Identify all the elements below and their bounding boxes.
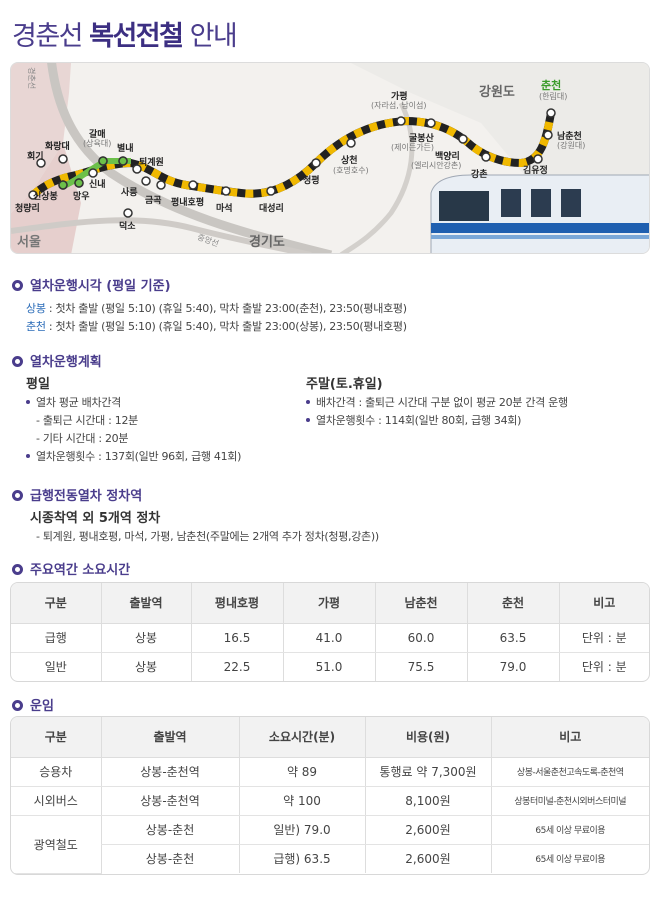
station-label: 퇴계원: [139, 158, 164, 168]
schedule-line-chuncheon: 춘천 : 첫차 출발 (평일 5:10) (휴일 5:40), 막차 출발 23…: [26, 320, 407, 333]
bullet-ring-icon: [12, 280, 23, 291]
station-label: 김유정: [523, 166, 548, 176]
fare-table: 구분 출발역 소요시간(분) 비용(원) 비고 승용차 상봉-춘천역 약 89 …: [10, 716, 650, 875]
station-label: 신내: [89, 180, 106, 190]
table-row: 시외버스 상봉-춘천역 약 100 8,100원 상봉터미널-춘천시외버스터미널: [11, 786, 649, 816]
station-label: 화랑대: [45, 142, 70, 152]
bullet-ring-icon: [12, 356, 23, 367]
section-heading-times: 주요역간 소요시간: [12, 559, 130, 578]
station-label: 대성리: [259, 204, 284, 214]
station-sub: (강원대): [557, 141, 586, 150]
station-label: 청량리: [15, 204, 40, 214]
schedule-line-sangbong: 상봉 : 첫차 출발 (평일 5:10) (휴일 5:40), 막차 출발 23…: [26, 302, 407, 315]
table-header: 가평: [282, 583, 375, 624]
table-row: 광역철도 상봉-춘천 일반) 79.0 2,600원 65세 이상 무료이용: [11, 815, 649, 874]
table-header: 비고: [490, 717, 649, 758]
section-heading-fare: 운임: [12, 695, 54, 714]
table-header: 출발역: [100, 717, 239, 758]
station-label: 금곡: [145, 196, 162, 206]
table-header: 춘천: [466, 583, 559, 624]
station-label: 상천: [341, 156, 358, 166]
station-label: 회기: [27, 152, 44, 162]
station-label: 마석: [216, 204, 233, 214]
table-header: 구분: [11, 583, 101, 624]
station-label: 춘천: [541, 79, 562, 92]
section-heading-express: 급행전동열차 정차역: [12, 485, 142, 504]
station-label: 망우: [73, 192, 90, 202]
weekday-count: 열차운행횟수 : 137회(일반 96회, 급행 41회): [26, 448, 241, 464]
weekday-interval-other: - 기타 시간대 : 20분: [36, 432, 129, 445]
region-gangwon: 강원도: [479, 85, 515, 100]
weekend-count: 열차운행횟수 : 114회(일반 80회, 급행 34회): [306, 412, 521, 428]
route-map: 강원도 경기도 서울 청량리 회기 화랑대 신상봉 망우 신내 갈매 (상육대)…: [10, 62, 650, 254]
station-label: 굴봉산: [409, 134, 434, 144]
station-label: 백양리: [435, 152, 460, 162]
table-row: 승용차 상봉-춘천역 약 89 통행료 약 7,300원 상봉-서울춘천고속도록…: [11, 757, 649, 787]
travel-time-table: 구분 출발역 평내호평 가평 남춘천 춘천 비고 급행 상봉 16.5 41.0…: [10, 582, 650, 682]
weekend-title: 주말(토.휴일): [306, 377, 383, 392]
station-sub: (한림대): [539, 92, 568, 101]
express-detail: - 퇴계원, 평내호평, 마석, 가평, 남춘천(주말에는 2개역 추가 정차(…: [36, 530, 379, 543]
station-label: 갈매: [89, 130, 106, 140]
station-label: 가평: [391, 92, 408, 102]
weekday-interval-rush: - 출퇴근 시간대 : 12분: [36, 414, 138, 427]
station-label: 평내호평: [171, 198, 205, 208]
station-label: 별내: [117, 144, 134, 154]
station-label: 신상봉: [33, 192, 58, 202]
table-row: 일반 상봉 22.5 51.0 75.5 79.0 단위 : 분: [11, 652, 649, 681]
bullet-ring-icon: [12, 564, 23, 575]
station-sub: (호명호수): [333, 166, 369, 175]
table-header: 비고: [558, 583, 649, 624]
table-header: 비용(원): [364, 717, 491, 758]
table-header: 구분: [11, 717, 101, 758]
station-sub: (엘리시안강촌): [411, 161, 462, 170]
bullet-ring-icon: [12, 490, 23, 501]
line-label-gyeongchun: 경춘선: [27, 67, 36, 90]
station-sub: (자라섬, 남이섬): [371, 101, 427, 110]
station-label: 청평: [303, 176, 320, 186]
region-seoul: 서울: [17, 235, 41, 250]
table-header: 출발역: [100, 583, 191, 624]
table-header: 남춘천: [374, 583, 467, 624]
station-label: 강촌: [471, 170, 488, 180]
region-gyeonggi: 경기도: [249, 235, 285, 250]
table-header: 평내호평: [190, 583, 283, 624]
train-illustration: [430, 174, 649, 253]
station-label: 덕소: [119, 222, 136, 232]
table-header: 소요시간(분): [238, 717, 365, 758]
weekday-interval: 열차 평균 배차간격: [26, 394, 121, 410]
express-title: 시종착역 외 5개역 정차: [30, 511, 161, 526]
section-heading-schedule: 열차운행시각 (평일 기준): [12, 275, 171, 294]
table-row: 상봉-춘천 급행) 63.5 2,600원 65세 이상 무료이용: [11, 844, 649, 873]
section-heading-plan: 열차운행계획: [12, 351, 102, 370]
bullet-ring-icon: [12, 700, 23, 711]
station-sub: (상육대): [83, 139, 112, 148]
table-row: 급행 상봉 16.5 41.0 60.0 63.5 단위 : 분: [11, 623, 649, 653]
weekday-title: 평일: [26, 377, 50, 392]
station-label: 사릉: [121, 188, 138, 198]
page-title: 경춘선 복선전철 안내: [12, 21, 238, 52]
station-label: 남춘천: [557, 132, 582, 142]
weekend-interval: 배차간격 : 출퇴근 시간대 구분 없이 평균 20분 간격 운행: [306, 394, 568, 410]
station-sub: (제이든가든): [391, 143, 435, 152]
